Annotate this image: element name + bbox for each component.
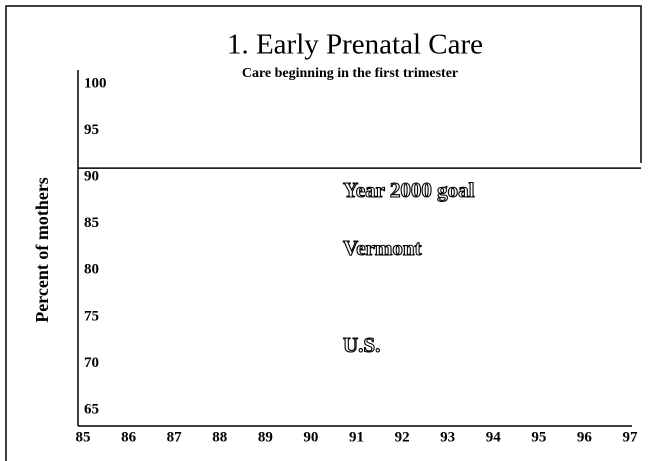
x-tick-label: 94 [486, 429, 502, 445]
x-tick-label: 97 [623, 429, 639, 445]
x-tick-label: 88 [212, 429, 227, 445]
y-tick-label: 65 [84, 401, 99, 417]
x-tick-label: 93 [440, 429, 455, 445]
annotation: Vermont [343, 236, 422, 260]
y-tick-label: 95 [84, 122, 99, 138]
x-tick-label: 92 [395, 429, 410, 445]
chart-title: 1. Early Prenatal Care [227, 29, 483, 61]
chart-subtitle: Care beginning in the first trimester [242, 66, 458, 81]
y-tick-label: 90 [84, 169, 99, 185]
x-tick-label: 96 [577, 429, 593, 445]
x-tick-label: 85 [76, 429, 91, 445]
y-tick-label: 100 [84, 75, 107, 91]
x-tick-label: 89 [258, 429, 273, 445]
y-tick-label: 85 [84, 215, 99, 231]
annotation: U.S. [343, 333, 380, 357]
x-tick-label: 87 [167, 429, 183, 445]
y-axis-label: Percent of mothers [32, 177, 52, 323]
x-tick-label: 86 [121, 429, 137, 445]
frame [5, 5, 642, 461]
x-tick-label: 95 [531, 429, 546, 445]
y-tick-label: 75 [84, 308, 99, 324]
y-tick-label: 70 [84, 355, 99, 371]
y-tick-label: 80 [84, 262, 99, 278]
goal-label: Year 2000 goal [343, 178, 475, 202]
x-tick-label: 91 [349, 429, 364, 445]
x-tick-label: 90 [303, 429, 318, 445]
